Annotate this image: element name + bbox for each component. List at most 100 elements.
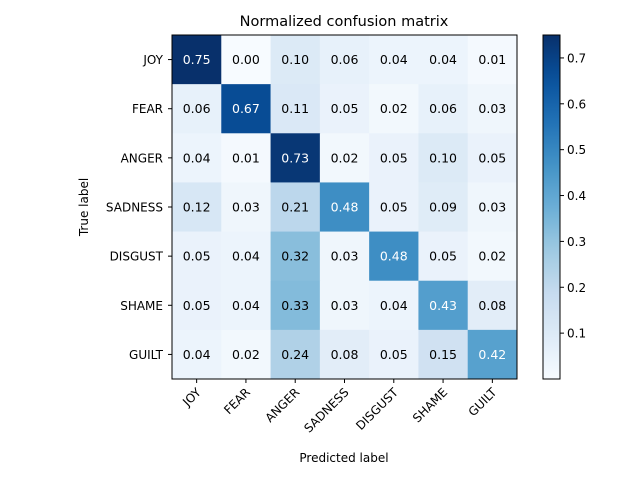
cell-value-label: 0.01 [232,150,260,165]
heatmap-cell [319,35,370,85]
heatmap-cell [418,182,469,232]
cell-value-label: 0.73 [281,150,309,165]
heatmap-cell [418,231,469,282]
heatmap-cell [172,182,222,232]
heatmap-cell [221,35,271,85]
x-tick-label: SHAME [410,385,450,425]
cell-value-label: 0.75 [183,52,211,67]
cell-value-label: 0.21 [281,200,309,215]
heatmap-cell [270,35,321,85]
cell-value-label: 0.15 [429,347,457,362]
colorbar-tick-label: 0.3 [567,235,586,249]
heatmap-cell [369,182,419,232]
heatmap-cell [270,231,321,282]
cell-value-label: 0.02 [232,347,260,362]
cell-value-label: 0.33 [281,298,309,313]
heatmap-cell [369,35,419,85]
cell-value-label: 0.04 [380,52,408,67]
y-tick-label: ANGER [121,151,163,165]
colorbar-ticks: 0.1 0.2 0.3 0.4 0.5 0.6 0.7 [560,51,586,341]
colorbar-tick-label: 0.4 [567,189,586,203]
heatmap-cell [221,329,271,380]
cell-value-label: 0.05 [380,200,408,215]
heatmap-cell [467,280,518,331]
cell-value-label: 0.03 [331,298,359,313]
x-tick-label: ANGER [262,385,302,425]
colorbar-tick-label: 0.2 [567,281,586,295]
x-tick-label: DISGUST [353,385,401,433]
heatmap-cell [467,35,518,85]
cell-value-label: 0.48 [331,200,359,215]
cell-value-label: 0.48 [380,249,408,264]
x-tick-label: JOY [179,385,204,410]
cell-value-label: 0.67 [232,101,260,116]
heatmap-cell [319,280,370,331]
heatmap-cell [369,231,419,282]
heatmap-cell [467,231,518,282]
y-tick-label: GUILT [129,348,164,362]
heatmap-cell [418,329,469,380]
x-tick-label: SADNESS [301,385,351,435]
cell-value-label: 0.05 [380,150,408,165]
cell-value-label: 0.02 [331,150,359,165]
cell-value-label: 0.04 [232,298,260,313]
heatmap-cell [221,231,271,282]
cell-value-label: 0.05 [429,249,457,264]
heatmap-cell [319,182,370,232]
cell-value-label: 0.05 [183,298,211,313]
heatmap-cell [172,280,222,331]
heatmap-cell [172,84,222,134]
heatmap-cell [418,84,469,134]
cell-value-label: 0.06 [183,101,211,116]
heatmap-cell [467,329,518,380]
heatmap-cell [270,280,321,331]
cell-value-label: 0.04 [380,298,408,313]
cell-value-label: 0.06 [331,52,359,67]
x-tick-label: FEAR [221,385,253,417]
cell-value-label: 0.08 [478,298,506,313]
cell-value-label: 0.06 [429,101,457,116]
heatmap-cell [369,329,419,380]
y-axis-label: True label [77,178,91,237]
cell-value-label: 0.03 [478,200,506,215]
heatmap-cell [467,182,518,232]
cell-value-label: 0.09 [429,200,457,215]
cell-value-label: 0.04 [429,52,457,67]
heatmap-cell [319,329,370,380]
heatmap-cell [418,133,469,183]
cell-value-label: 0.32 [281,249,309,264]
y-tick-label: SHAME [120,299,163,313]
heatmap-cell [172,329,222,380]
cell-value-label: 0.05 [331,101,359,116]
heatmap-cell [270,182,321,232]
heatmap-cell [369,84,419,134]
cell-value-label: 0.01 [478,52,506,67]
cell-value-label: 0.04 [232,249,260,264]
cell-value-label: 0.02 [478,249,506,264]
heatmap-cell [319,133,370,183]
heatmap-cell [221,182,271,232]
cell-value-label: 0.08 [331,347,359,362]
heatmap-cell [221,84,271,134]
colorbar-tick-label: 0.6 [567,97,586,111]
y-tick-label: FEAR [132,102,163,116]
cell-value-label: 0.24 [281,347,309,362]
heatmap-cell [418,280,469,331]
cell-value-label: 0.02 [380,101,408,116]
x-tick-label: GUILT [466,385,500,419]
cell-value-label: 0.00 [232,52,260,67]
heatmap-cell [221,133,271,183]
heatmap-cell [467,84,518,134]
cell-value-label: 0.04 [183,150,211,165]
cell-value-label: 0.05 [478,150,506,165]
colorbar-tick-label: 0.5 [567,143,586,157]
heatmap-cell [418,35,469,85]
heatmap-cell [270,84,321,134]
cell-value-label: 0.42 [478,347,506,362]
heatmap-cell [270,133,321,183]
heatmap-cell [172,35,222,85]
heatmap-cell [221,280,271,331]
cell-value-label: 0.10 [281,52,309,67]
cell-value-label: 0.03 [331,249,359,264]
